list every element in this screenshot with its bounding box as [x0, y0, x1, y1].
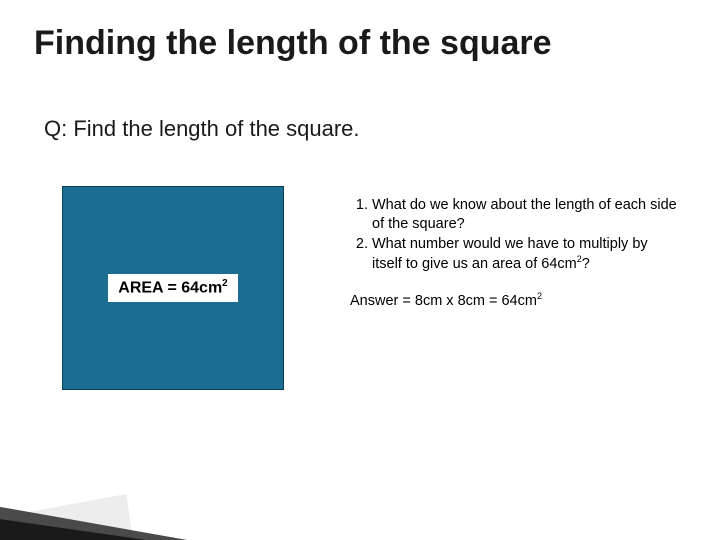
slide: { "title": "Finding the length of the sq… — [0, 0, 720, 540]
step-2-suffix: ? — [582, 255, 590, 271]
area-label-sup: 2 — [222, 278, 228, 289]
corner-decoration — [0, 476, 260, 540]
step-1: What do we know about the length of each… — [372, 196, 680, 233]
slide-title: Finding the length of the square — [34, 24, 552, 63]
steps-and-answer: What do we know about the length of each… — [350, 196, 680, 310]
answer-sup: 2 — [537, 291, 542, 301]
question-text: Q: Find the length of the square. — [44, 116, 360, 142]
area-square: AREA = 64cm2 — [62, 186, 284, 390]
area-label-text: AREA = 64cm — [118, 280, 222, 297]
area-label: AREA = 64cm2 — [108, 274, 237, 301]
answer-line: Answer = 8cm x 8cm = 64cm2 — [350, 291, 680, 310]
step-2: What number would we have to multiply by… — [372, 235, 680, 273]
step-2-prefix: What number would we have to multiply by… — [372, 236, 648, 271]
steps-list: What do we know about the length of each… — [350, 196, 680, 273]
decor-triangle-dark — [0, 512, 160, 540]
answer-prefix: Answer = 8cm x 8cm = 64cm — [350, 293, 537, 309]
